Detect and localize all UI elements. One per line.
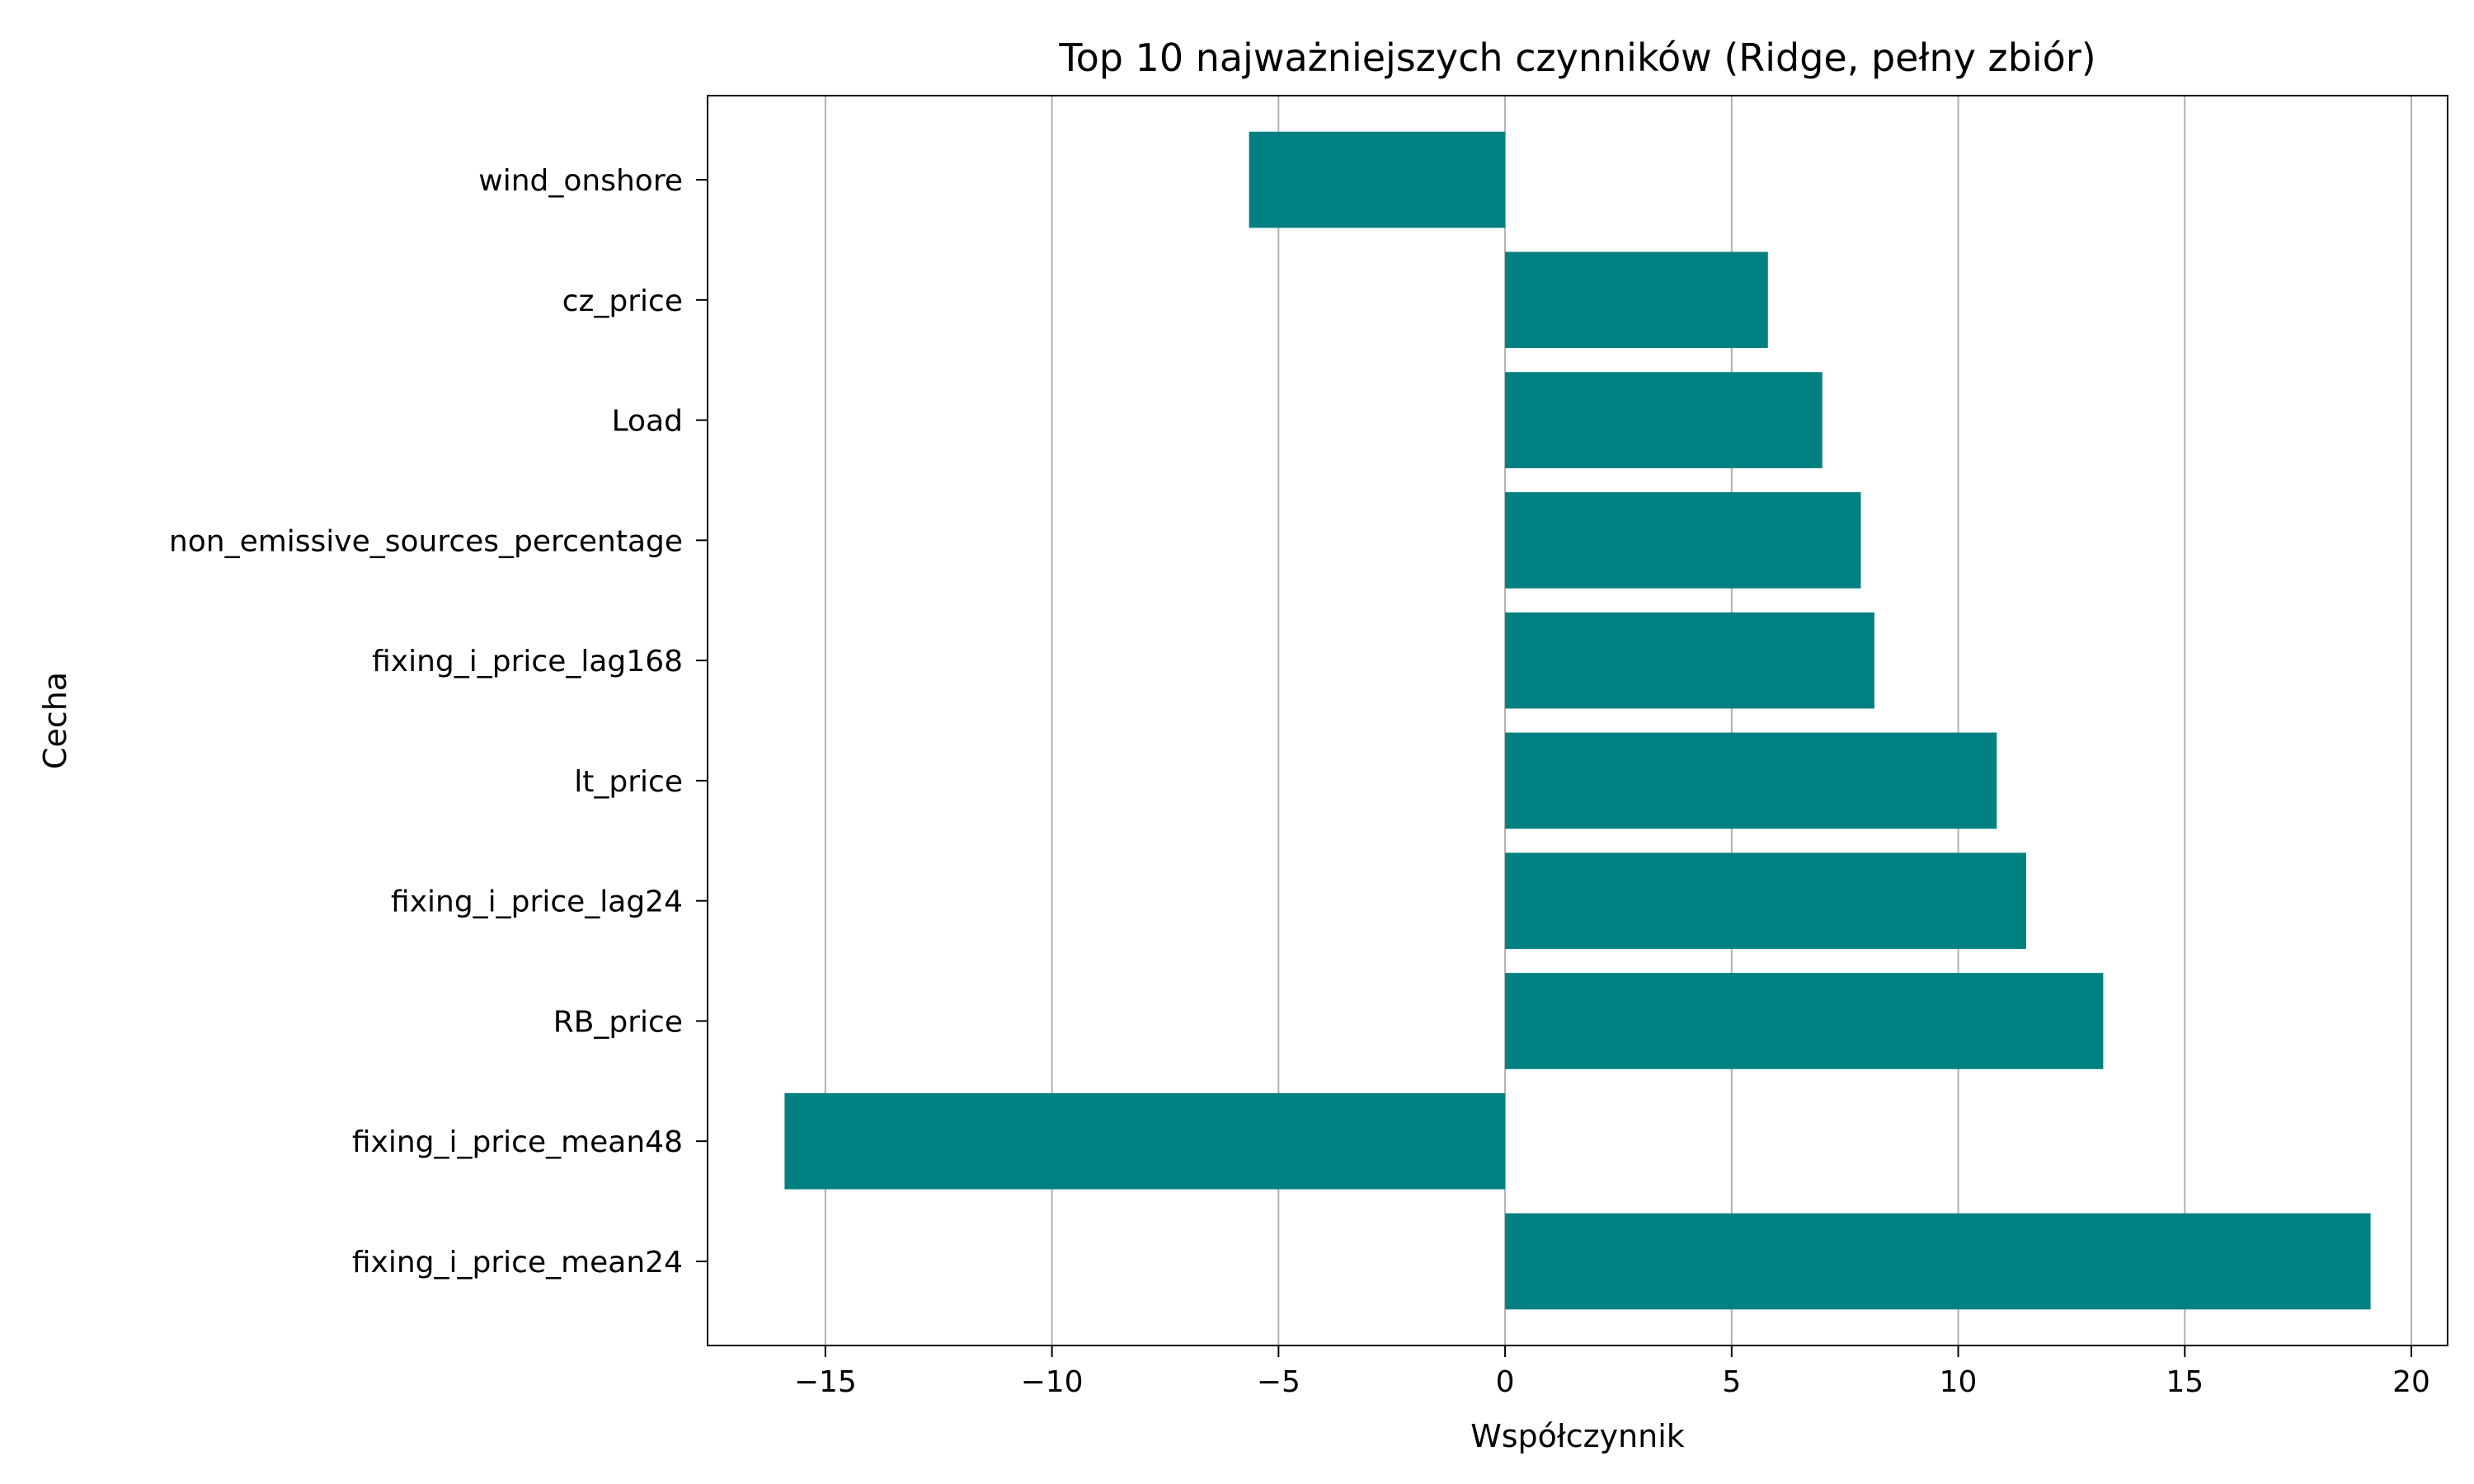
y-tick-label: non_emissive_sources_percentage — [169, 524, 683, 558]
y-tick-label: cz_price — [562, 284, 683, 318]
bar — [1505, 973, 2104, 1069]
y-tick-label: fixing_i_price_mean48 — [352, 1125, 683, 1159]
bar — [1505, 732, 1997, 829]
axis-ticks: −15 −10 −5 0 5 10 15 20 fixing_i_price_mean24 fix… — [169, 164, 2430, 1399]
x-tick-label: −15 — [794, 1365, 857, 1399]
bars — [784, 131, 2371, 1310]
y-tick-label: fixing_i_price_mean24 — [352, 1246, 683, 1280]
bar — [1505, 612, 1874, 709]
bar — [1249, 131, 1506, 228]
plot-area-frame — [707, 95, 2448, 1346]
x-tick-label: −10 — [1021, 1365, 1084, 1399]
chart-title: Top 10 najważniejszych czynników (Ridge,… — [1058, 35, 2095, 80]
bar — [1505, 372, 1823, 468]
y-tick-label: Load — [612, 405, 683, 439]
y-tick-label: fixing_i_price_lag24 — [391, 885, 683, 919]
bar — [1505, 251, 1768, 349]
x-tick-label: 15 — [2166, 1365, 2204, 1399]
x-axis-label: Współczynnik — [1470, 1418, 1685, 1454]
x-tick-label: 0 — [1496, 1365, 1515, 1399]
bar — [784, 1092, 1506, 1190]
bar — [1505, 852, 2026, 949]
y-axis-label: Cecha — [37, 672, 73, 769]
y-tick-label: wind_onshore — [478, 164, 683, 198]
y-tick-label: lt_price — [574, 765, 683, 799]
bar — [1505, 1213, 2371, 1310]
x-tick-label: 20 — [2392, 1365, 2430, 1399]
y-tick-label: RB_price — [553, 1005, 683, 1039]
bar — [1505, 492, 1861, 589]
y-tick-label: fixing_i_price_lag168 — [372, 645, 683, 679]
x-tick-label: 10 — [1940, 1365, 1978, 1399]
x-tick-label: 5 — [1722, 1365, 1741, 1399]
x-tick-label: −5 — [1257, 1365, 1300, 1399]
